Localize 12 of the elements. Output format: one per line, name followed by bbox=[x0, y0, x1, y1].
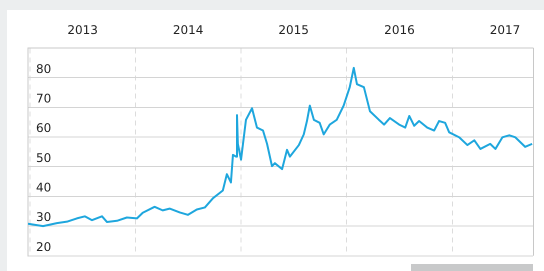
y-tick-label: 20 bbox=[36, 240, 52, 254]
x-tick-label: 2016 bbox=[384, 22, 415, 37]
x-tick-label: 2017 bbox=[490, 22, 520, 37]
x-tick-label: 2013 bbox=[67, 22, 98, 37]
x-tick-label: 2015 bbox=[278, 22, 309, 37]
x-tick-label: 2014 bbox=[172, 22, 204, 37]
y-tick-label: 80 bbox=[36, 62, 52, 76]
y-tick-label: 70 bbox=[36, 91, 52, 106]
y-tick-label: 50 bbox=[36, 150, 52, 165]
y-tick-label: 30 bbox=[36, 210, 52, 224]
y-tick-label: 40 bbox=[36, 180, 52, 195]
y-tick-label: 60 bbox=[36, 121, 52, 136]
